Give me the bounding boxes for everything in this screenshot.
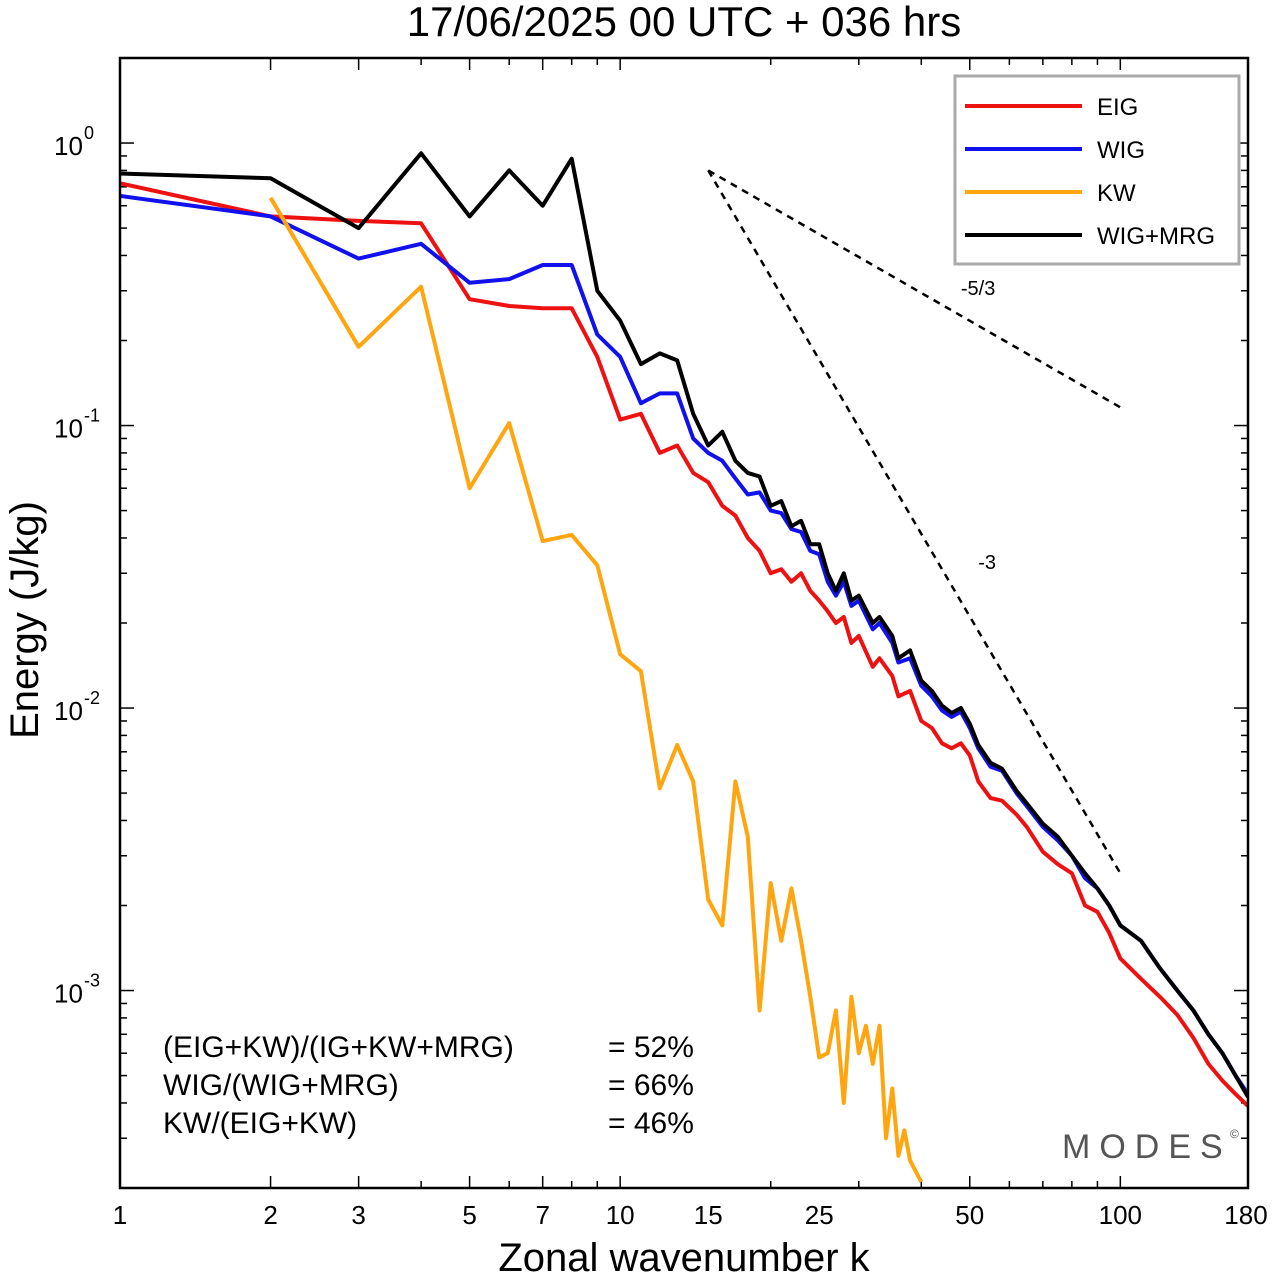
reference-line-minus-five-thirds bbox=[707, 169, 1121, 409]
y-tick-exponent: -2 bbox=[84, 688, 100, 708]
x-tick-label: 3 bbox=[351, 1200, 365, 1230]
modes-watermark: MODES © bbox=[1062, 1127, 1239, 1166]
x-tick-label: 15 bbox=[694, 1200, 723, 1230]
stat-value: = 46% bbox=[608, 1107, 694, 1140]
legend: EIG WIG KW WIG+MRG bbox=[953, 74, 1241, 266]
plot-frame bbox=[118, 56, 1250, 1190]
y-tick-base: 10 bbox=[54, 979, 83, 1009]
x-tick-label: 25 bbox=[805, 1200, 834, 1230]
legend-label: WIG bbox=[1097, 137, 1145, 164]
stat-value: = 66% bbox=[608, 1069, 694, 1102]
y-tick-base: 10 bbox=[54, 696, 83, 726]
y-tick-label: 10 -1 bbox=[54, 406, 100, 444]
chart-title: 17/06/2025 00 UTC + 036 hrs bbox=[407, 0, 962, 45]
reference-line-minus-three bbox=[707, 169, 1122, 874]
x-tick-label: 100 bbox=[1099, 1200, 1142, 1230]
legend-label: WIG+MRG bbox=[1097, 223, 1215, 250]
y-tick-base: 10 bbox=[54, 131, 83, 161]
watermark-text: MODES bbox=[1062, 1128, 1232, 1166]
x-tick-label: 10 bbox=[606, 1200, 635, 1230]
legend-label: KW bbox=[1097, 180, 1136, 207]
x-tick-label: 2 bbox=[263, 1200, 277, 1230]
reference-line-label: -5/3 bbox=[961, 278, 995, 300]
x-tick-label: 1 bbox=[113, 1200, 127, 1230]
stat-name: KW/(EIG+KW) bbox=[163, 1107, 357, 1140]
y-tick-label: 10 0 bbox=[54, 123, 94, 161]
legend-label: EIG bbox=[1097, 94, 1138, 121]
y-axis-label: Energy (J/kg) bbox=[3, 501, 47, 739]
reference-slope-lines: -5/3 -3 bbox=[707, 169, 1122, 874]
x-axis-label: Zonal wavenumber k bbox=[498, 1236, 870, 1280]
y-tick-exponent: 0 bbox=[84, 123, 94, 143]
x-tick-label: 50 bbox=[955, 1200, 984, 1230]
series-line-wig bbox=[120, 193, 1248, 1096]
stats-block: (EIG+KW)/(IG+KW+MRG) = 52% WIG/(WIG+MRG) = … bbox=[163, 1031, 694, 1140]
series-line-kw bbox=[268, 196, 924, 1183]
series-line-wig-plus-mrg bbox=[120, 151, 1248, 1099]
series-lines bbox=[120, 151, 1248, 1183]
stat-name: WIG/(WIG+MRG) bbox=[163, 1069, 399, 1102]
x-tick-label: 5 bbox=[462, 1200, 476, 1230]
x-tick-label: 180 bbox=[1224, 1200, 1267, 1230]
y-tick-exponent: -3 bbox=[84, 971, 100, 991]
x-axis-ticks: 1 2 3 5 7 10 15 25 50 100 180 bbox=[113, 58, 1268, 1230]
copyright-mark: © bbox=[1230, 1127, 1239, 1141]
stat-name: (EIG+KW)/(IG+KW+MRG) bbox=[163, 1031, 514, 1064]
x-tick-label: 7 bbox=[535, 1200, 549, 1230]
stat-value: = 52% bbox=[608, 1031, 694, 1064]
y-tick-exponent: -1 bbox=[84, 406, 100, 426]
y-tick-label: 10 -2 bbox=[54, 688, 100, 726]
y-tick-base: 10 bbox=[54, 414, 83, 444]
reference-line-label: -3 bbox=[978, 552, 996, 574]
series-line-eig bbox=[120, 181, 1248, 1108]
y-tick-label: 10 -3 bbox=[54, 971, 100, 1009]
